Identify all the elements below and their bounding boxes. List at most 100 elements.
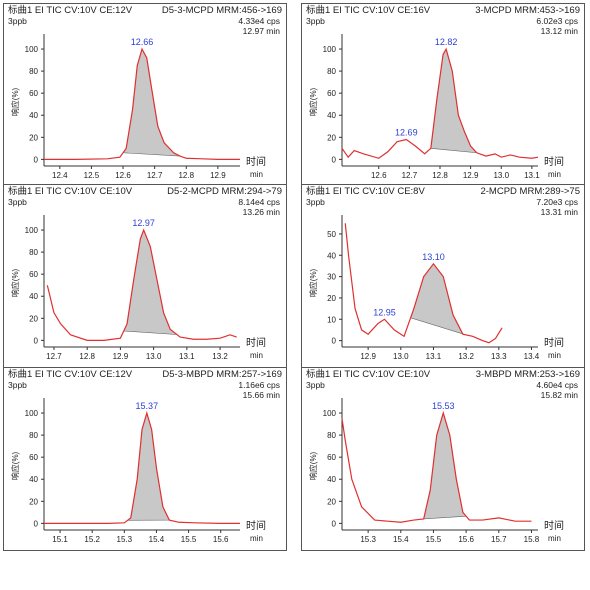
x-axis-label: 时间 xyxy=(544,336,564,349)
peak-label: 13.10 xyxy=(422,252,445,262)
chromatogram-panel-d5-2-mcpd: 标曲1 EI TIC CV:10V CE:10V D5-2-MCPD MRM:2… xyxy=(3,184,287,368)
chromatogram-plot: 0 20 40 60 80 100 12.4 12.5 12.6 12.7 12.8 12.9 响应(%… xyxy=(10,34,266,180)
y-tick-label: 20 xyxy=(327,294,336,303)
y-tick-label: 0 xyxy=(332,155,337,164)
x-axis-label: 时间 xyxy=(246,155,266,168)
peak-area xyxy=(122,48,181,157)
x-tick-label: 12.5 xyxy=(84,171,100,180)
time-label: 13.26 min xyxy=(242,207,280,217)
x-tick-label: 15.5 xyxy=(426,535,442,544)
peak-label: 12.97 xyxy=(132,218,155,228)
panel-title: 标曲1 EI TIC CV:10V CE:12V xyxy=(8,369,133,380)
intensity-label: 8.14e4 cps xyxy=(238,197,280,207)
concentration-label: 3ppb xyxy=(8,16,27,26)
x-tick-label: 15.3 xyxy=(117,535,133,544)
y-tick-label: 20 xyxy=(327,133,336,142)
y-axis-label: 响应(%) xyxy=(308,268,318,297)
x-axis-unit: min xyxy=(250,170,263,179)
x-tick-label: 12.7 xyxy=(147,171,163,180)
intensity-label: 6.02e3 cps xyxy=(536,16,578,26)
x-tick-label: 15.4 xyxy=(393,535,409,544)
y-tick-label: 0 xyxy=(34,336,39,345)
y-tick-label: 20 xyxy=(29,133,38,142)
x-tick-label: 12.9 xyxy=(113,352,129,361)
compound-label: 3-MBPD MRM:253->169 xyxy=(475,369,580,380)
y-tick-label: 80 xyxy=(327,67,336,76)
time-label: 15.66 min xyxy=(242,390,280,400)
panel-title: 标曲1 EI TIC CV:10V CE:10V xyxy=(306,369,431,380)
y-tick-label: 60 xyxy=(29,453,38,462)
x-tick-label: 15.1 xyxy=(52,535,68,544)
y-tick-label: 100 xyxy=(25,226,39,235)
chromatogram-trace xyxy=(341,410,532,523)
x-tick-label: 15.3 xyxy=(360,535,376,544)
y-tick-label: 60 xyxy=(29,270,38,279)
x-tick-label: 12.8 xyxy=(178,171,194,180)
x-tick-label: 15.5 xyxy=(181,535,197,544)
compound-label: D5-3-MBPD MRM:257->169 xyxy=(162,369,282,380)
x-tick-label: 15.7 xyxy=(491,535,507,544)
panel-title: 标曲1 EI TIC CV:10V CE:12V xyxy=(8,5,133,16)
y-tick-label: 0 xyxy=(332,337,337,346)
chromatogram-plot: 0 10 20 30 40 50 12.9 13.0 13.1 13.2 13.3 13.4 响应(%)… xyxy=(308,215,564,361)
y-tick-label: 40 xyxy=(327,111,336,120)
x-tick-label: 12.6 xyxy=(371,171,387,180)
x-tick-label: 13.1 xyxy=(426,352,442,361)
x-tick-label: 15.6 xyxy=(458,535,474,544)
chromatogram-panel-2-mcpd: 标曲1 EI TIC CV:10V CE:8V 2-MCPD MRM:289->… xyxy=(301,184,585,368)
y-tick-label: 0 xyxy=(34,519,39,528)
x-tick-label: 12.4 xyxy=(52,171,68,180)
y-tick-label: 40 xyxy=(29,111,38,120)
panel-title: 标曲1 EI TIC CV:10V CE:16V xyxy=(306,5,431,16)
y-axis-label: 响应(%) xyxy=(10,268,20,297)
chromatogram-trace xyxy=(341,47,539,159)
chromatogram-trace xyxy=(344,223,503,344)
y-tick-label: 40 xyxy=(327,475,336,484)
y-tick-label: 60 xyxy=(327,89,336,98)
y-tick-label: 100 xyxy=(25,45,39,54)
time-label: 15.82 min xyxy=(540,390,578,400)
peak-label: 12.95 xyxy=(373,307,396,317)
x-tick-label: 12.6 xyxy=(115,171,131,180)
y-tick-label: 80 xyxy=(29,248,38,257)
y-tick-label: 40 xyxy=(327,251,336,260)
time-label: 12.97 min xyxy=(242,26,280,36)
y-tick-label: 10 xyxy=(327,315,336,324)
x-axis-label: 时间 xyxy=(544,155,564,168)
x-tick-label: 15.4 xyxy=(149,535,165,544)
y-tick-label: 100 xyxy=(323,45,337,54)
chromatogram-plot: 0 20 40 60 80 100 15.1 15.2 15.3 15.4 15.5 15.6 响应(%… xyxy=(10,398,266,544)
intensity-label: 4.60e4 cps xyxy=(536,380,578,390)
chromatogram-panel-3-mcpd: 标曲1 EI TIC CV:10V CE:16V 3-MCPD MRM:453-… xyxy=(301,3,585,187)
x-tick-label: 13.0 xyxy=(146,352,162,361)
compound-label: 2-MCPD MRM:289->75 xyxy=(480,186,580,197)
x-tick-label: 12.8 xyxy=(79,352,95,361)
x-tick-label: 12.7 xyxy=(402,171,418,180)
y-tick-label: 30 xyxy=(327,273,336,282)
y-axis-label: 响应(%) xyxy=(10,87,20,116)
concentration-label: 3ppb xyxy=(306,380,325,390)
intensity-label: 7.20e3 cps xyxy=(536,197,578,207)
compound-label: D5-3-MCPD MRM:456->169 xyxy=(161,5,282,16)
x-axis-unit: min xyxy=(548,534,561,543)
x-tick-label: 13.2 xyxy=(212,352,228,361)
chromatogram-trace xyxy=(44,47,240,160)
x-tick-label: 13.1 xyxy=(179,352,195,361)
x-axis-label: 时间 xyxy=(246,519,266,532)
x-axis-unit: min xyxy=(250,534,263,543)
peak-label: 15.53 xyxy=(432,401,455,411)
time-label: 13.12 min xyxy=(540,26,578,36)
x-tick-label: 12.9 xyxy=(463,171,479,180)
chromatogram-plot: 0 20 40 60 80 100 12.7 12.8 12.9 13.0 13.1 13.2 响应(%… xyxy=(10,215,266,361)
y-tick-label: 0 xyxy=(332,519,337,528)
x-axis-unit: min xyxy=(250,351,263,360)
x-tick-label: 13.3 xyxy=(491,352,507,361)
x-axis-unit: min xyxy=(548,351,561,360)
peak-label: 12.82 xyxy=(435,37,458,47)
concentration-label: 3ppb xyxy=(8,380,27,390)
peak-label: 12.69 xyxy=(395,128,418,138)
concentration-label: 3ppb xyxy=(8,197,27,207)
x-tick-label: 12.8 xyxy=(432,171,448,180)
x-tick-label: 13.4 xyxy=(524,352,540,361)
y-axis-label: 响应(%) xyxy=(308,451,318,480)
